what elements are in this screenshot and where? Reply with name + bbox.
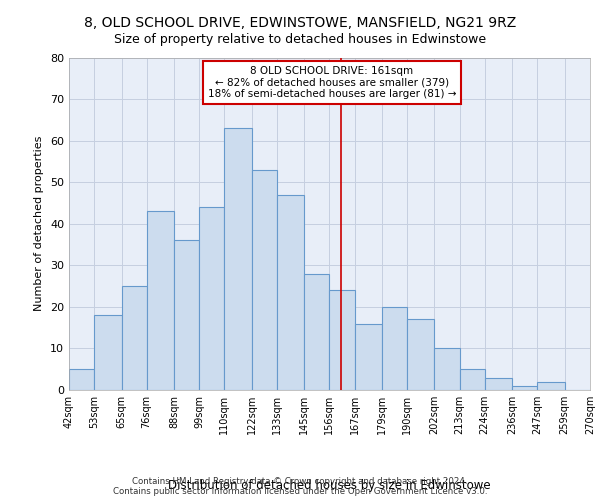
Bar [434,348,460,390]
Bar [122,286,146,390]
Bar [252,170,277,390]
Bar [407,320,434,390]
Y-axis label: Number of detached properties: Number of detached properties [34,136,44,312]
Bar [382,307,407,390]
Bar [329,290,355,390]
Text: 8, OLD SCHOOL DRIVE, EDWINSTOWE, MANSFIELD, NG21 9RZ: 8, OLD SCHOOL DRIVE, EDWINSTOWE, MANSFIE… [84,16,516,30]
Bar [460,369,485,390]
Bar [69,369,94,390]
Bar [174,240,199,390]
Bar [512,386,537,390]
X-axis label: Distribution of detached houses by size in Edwinstowe: Distribution of detached houses by size … [168,478,491,492]
Bar [485,378,512,390]
Bar [199,207,224,390]
Bar [304,274,329,390]
Bar [277,194,304,390]
Bar [224,128,252,390]
Text: 8 OLD SCHOOL DRIVE: 161sqm
← 82% of detached houses are smaller (379)
18% of sem: 8 OLD SCHOOL DRIVE: 161sqm ← 82% of deta… [208,66,456,99]
Bar [94,315,122,390]
Bar [537,382,565,390]
Bar [355,324,382,390]
Text: Contains HM Land Registry data © Crown copyright and database right 2024.
Contai: Contains HM Land Registry data © Crown c… [113,476,487,496]
Bar [146,212,174,390]
Text: Size of property relative to detached houses in Edwinstowe: Size of property relative to detached ho… [114,32,486,46]
